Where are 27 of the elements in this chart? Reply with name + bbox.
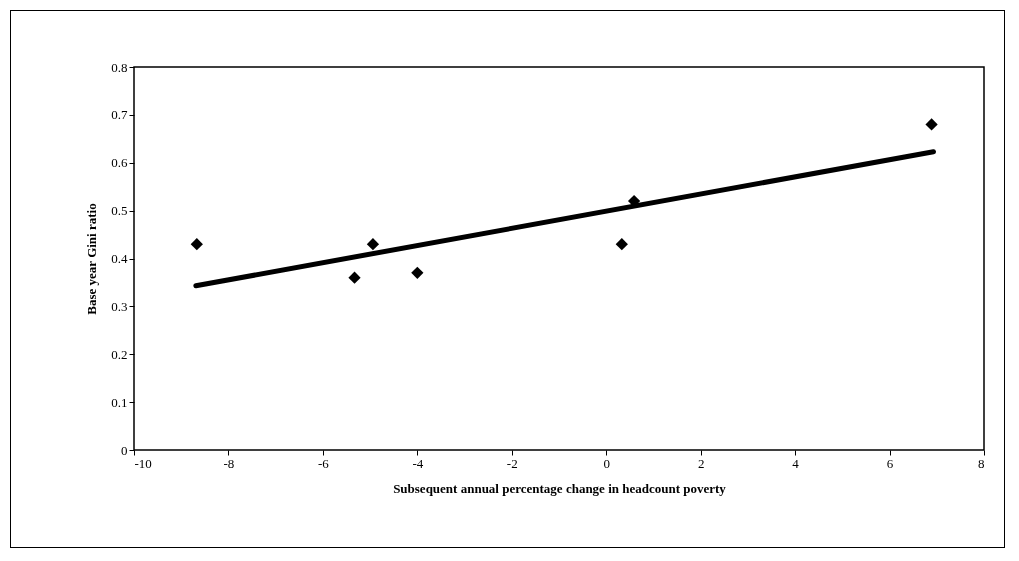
point: [615, 238, 628, 251]
y-tick-label: 0.3: [111, 298, 128, 314]
x-axis-title: Subsequent annual percentage change in headcount poverty: [393, 480, 727, 496]
point: [366, 238, 380, 251]
y-tick-label: 0.2: [111, 346, 128, 362]
y-tick-label: 0.5: [111, 203, 128, 219]
y-axis-title: Base year Gini ratio: [84, 203, 100, 315]
x-tick-label: 0: [603, 455, 610, 471]
x-tick-label: -8: [223, 455, 235, 471]
point: [348, 271, 361, 284]
point: [925, 118, 938, 131]
point: [411, 266, 424, 279]
x-tick-label: 8: [978, 455, 985, 471]
x-tick-label: -10: [134, 455, 152, 471]
x-tick-label: 4: [792, 455, 800, 471]
y-tick-label: 0.8: [111, 59, 128, 75]
x-tick-label: -6: [317, 455, 330, 471]
point: [190, 238, 203, 251]
x-tick-label: -4: [412, 455, 424, 471]
y-tick-label: 0.1: [111, 394, 128, 410]
y-tick-label: 0: [121, 442, 128, 458]
y-tick-label: 0.7: [111, 107, 128, 123]
x-tick-label: 2: [697, 455, 705, 471]
x-tick-label: -2: [506, 455, 518, 471]
y-tick-label: 0.6: [111, 155, 128, 171]
x-tick-label: 6: [886, 455, 894, 471]
y-tick-label: 0.4: [111, 251, 128, 266]
